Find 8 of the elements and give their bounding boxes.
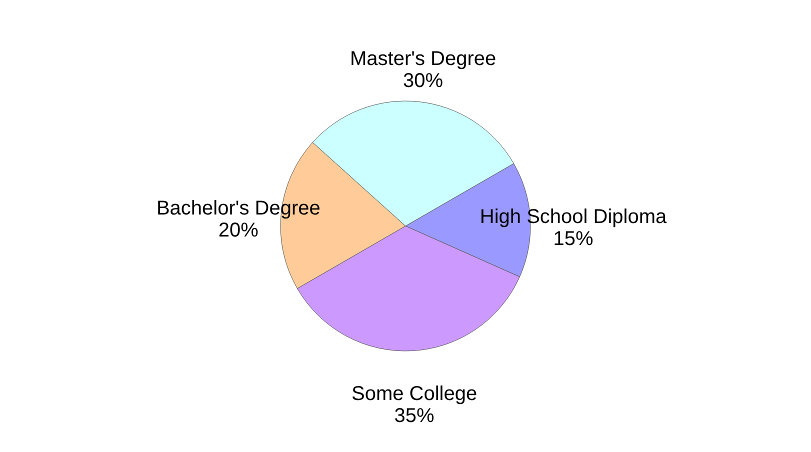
slice-label: Master's Degree <box>350 48 496 70</box>
slice-label: Bachelor's Degree <box>156 197 320 220</box>
data-label: 35% <box>394 404 435 427</box>
slice-label: Some College <box>351 382 478 405</box>
slice-label: High School Diploma <box>480 206 668 228</box>
data-label: 20% <box>218 219 259 242</box>
data-label: 15% <box>553 228 594 250</box>
data-label: 30% <box>403 70 444 92</box>
